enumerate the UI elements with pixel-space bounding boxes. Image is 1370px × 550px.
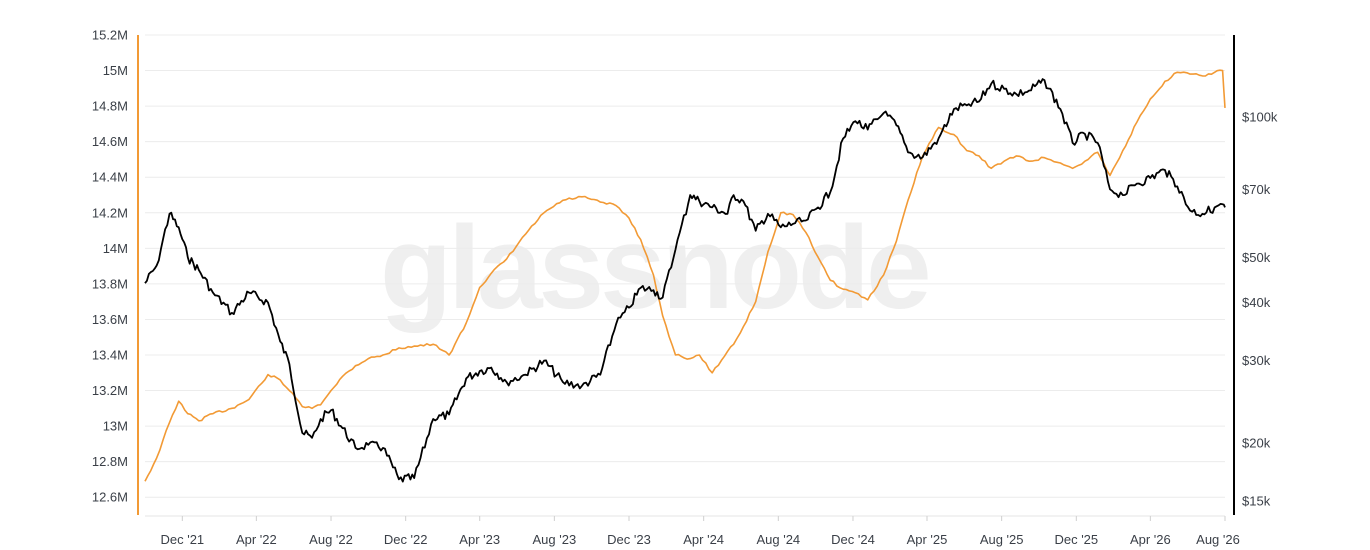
right-y-tick-labels: $15k $20k $30k $40k $50k $70k $100k: [1242, 110, 1278, 509]
y-left-tick-14-2m: 14.2M: [92, 205, 128, 220]
x-tick-aug-26: Aug '26: [1196, 532, 1240, 547]
y-left-tick-13-4m: 13.4M: [92, 348, 128, 363]
y-left-tick-13-8m: 13.8M: [92, 276, 128, 291]
series-line-orange-left-axis: [144, 69, 1226, 482]
x-tick-apr-24: Apr '24: [683, 532, 724, 547]
x-tick-apr-25: Apr '25: [907, 532, 948, 547]
y-left-tick-13m: 13M: [103, 419, 128, 434]
series-lines: [144, 69, 1226, 483]
y-left-tick-13-6m: 13.6M: [92, 312, 128, 327]
gridlines: [145, 34, 1225, 498]
y-left-tick-14-6m: 14.6M: [92, 134, 128, 149]
y-left-tick-14m: 14M: [103, 241, 128, 256]
y-right-tick-15k: $15k: [1242, 494, 1271, 509]
y-right-tick-50k: $50k: [1242, 250, 1271, 265]
x-tick-aug-22: Aug '22: [309, 532, 353, 547]
glassnode-watermark: glassnode: [380, 202, 932, 334]
x-tick-labels: Dec '21 Apr '22 Aug '22 Dec '22 Apr '23 Aug '…: [160, 516, 1240, 547]
axes: [137, 35, 1235, 517]
x-tick-dec-24: Dec '24: [831, 532, 875, 547]
x-tick-apr-22: Apr '22: [236, 532, 277, 547]
x-tick-dec-23: Dec '23: [607, 532, 651, 547]
y-right-tick-100k: $100k: [1242, 110, 1278, 125]
y-left-tick-13-2m: 13.2M: [92, 383, 128, 398]
x-tick-aug-24: Aug '24: [756, 532, 800, 547]
y-right-tick-70k: $70k: [1242, 182, 1271, 197]
series-line-black-right-axis: [144, 78, 1226, 483]
x-tick-apr-26: Apr '26: [1130, 532, 1171, 547]
x-tick-aug-23: Aug '23: [533, 532, 577, 547]
left-y-tick-labels: 12.6M 12.8M 13M 13.2M 13.4M 13.6M 13.8M 14M 14.2…: [92, 28, 128, 505]
x-tick-apr-23: Apr '23: [459, 532, 500, 547]
y-left-tick-15-2m: 15.2M: [92, 28, 128, 43]
x-tick-dec-21: Dec '21: [160, 532, 204, 547]
x-tick-aug-25: Aug '25: [980, 532, 1024, 547]
y-left-tick-15m: 15M: [103, 63, 128, 78]
y-left-tick-14-8m: 14.8M: [92, 99, 128, 114]
y-right-tick-40k: $40k: [1242, 295, 1271, 310]
y-right-tick-20k: $20k: [1242, 435, 1271, 450]
x-tick-dec-25: Dec '25: [1054, 532, 1098, 547]
y-left-tick-12-6m: 12.6M: [92, 490, 128, 505]
y-right-tick-30k: $30k: [1242, 353, 1271, 368]
y-left-tick-14-4m: 14.4M: [92, 170, 128, 185]
x-tick-dec-22: Dec '22: [384, 532, 428, 547]
y-left-tick-12-8m: 12.8M: [92, 454, 128, 469]
